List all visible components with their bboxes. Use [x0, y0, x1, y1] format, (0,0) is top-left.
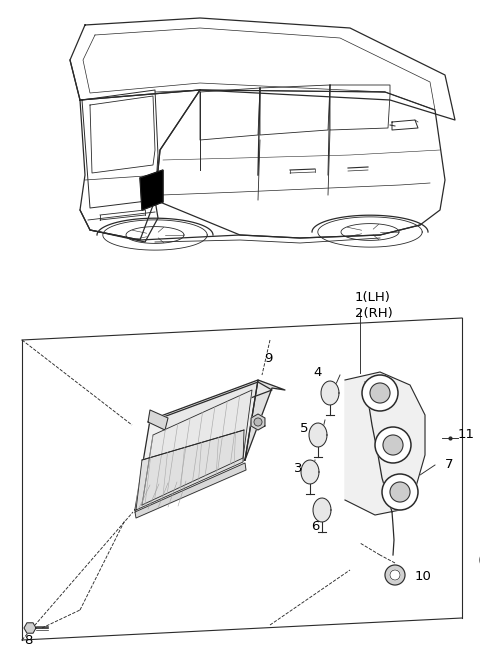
Polygon shape: [313, 498, 331, 522]
Polygon shape: [251, 414, 265, 430]
Text: 6: 6: [311, 521, 319, 533]
Circle shape: [390, 482, 410, 502]
Text: 4: 4: [314, 366, 322, 379]
Text: 10: 10: [415, 570, 432, 584]
Polygon shape: [309, 423, 327, 447]
Text: 3: 3: [294, 462, 302, 474]
Polygon shape: [345, 372, 425, 515]
Circle shape: [254, 418, 262, 426]
Text: 9: 9: [264, 352, 272, 364]
Text: 5: 5: [300, 421, 308, 435]
Polygon shape: [245, 380, 285, 460]
Polygon shape: [301, 460, 319, 484]
Circle shape: [382, 474, 418, 510]
Circle shape: [383, 435, 403, 455]
Polygon shape: [136, 430, 244, 510]
Polygon shape: [150, 382, 272, 430]
Circle shape: [390, 570, 400, 580]
Polygon shape: [24, 623, 36, 633]
Polygon shape: [135, 463, 246, 518]
Text: 11: 11: [458, 429, 475, 442]
Text: 1(LH): 1(LH): [355, 291, 391, 304]
Polygon shape: [142, 390, 252, 505]
Polygon shape: [321, 381, 339, 405]
Polygon shape: [148, 410, 168, 430]
Text: 7: 7: [445, 458, 454, 472]
Polygon shape: [135, 380, 258, 510]
Circle shape: [370, 383, 390, 403]
Text: 2(RH): 2(RH): [355, 306, 393, 320]
Text: 8: 8: [24, 634, 32, 647]
Circle shape: [385, 565, 405, 585]
Circle shape: [362, 375, 398, 411]
Polygon shape: [140, 170, 163, 210]
Circle shape: [375, 427, 411, 463]
